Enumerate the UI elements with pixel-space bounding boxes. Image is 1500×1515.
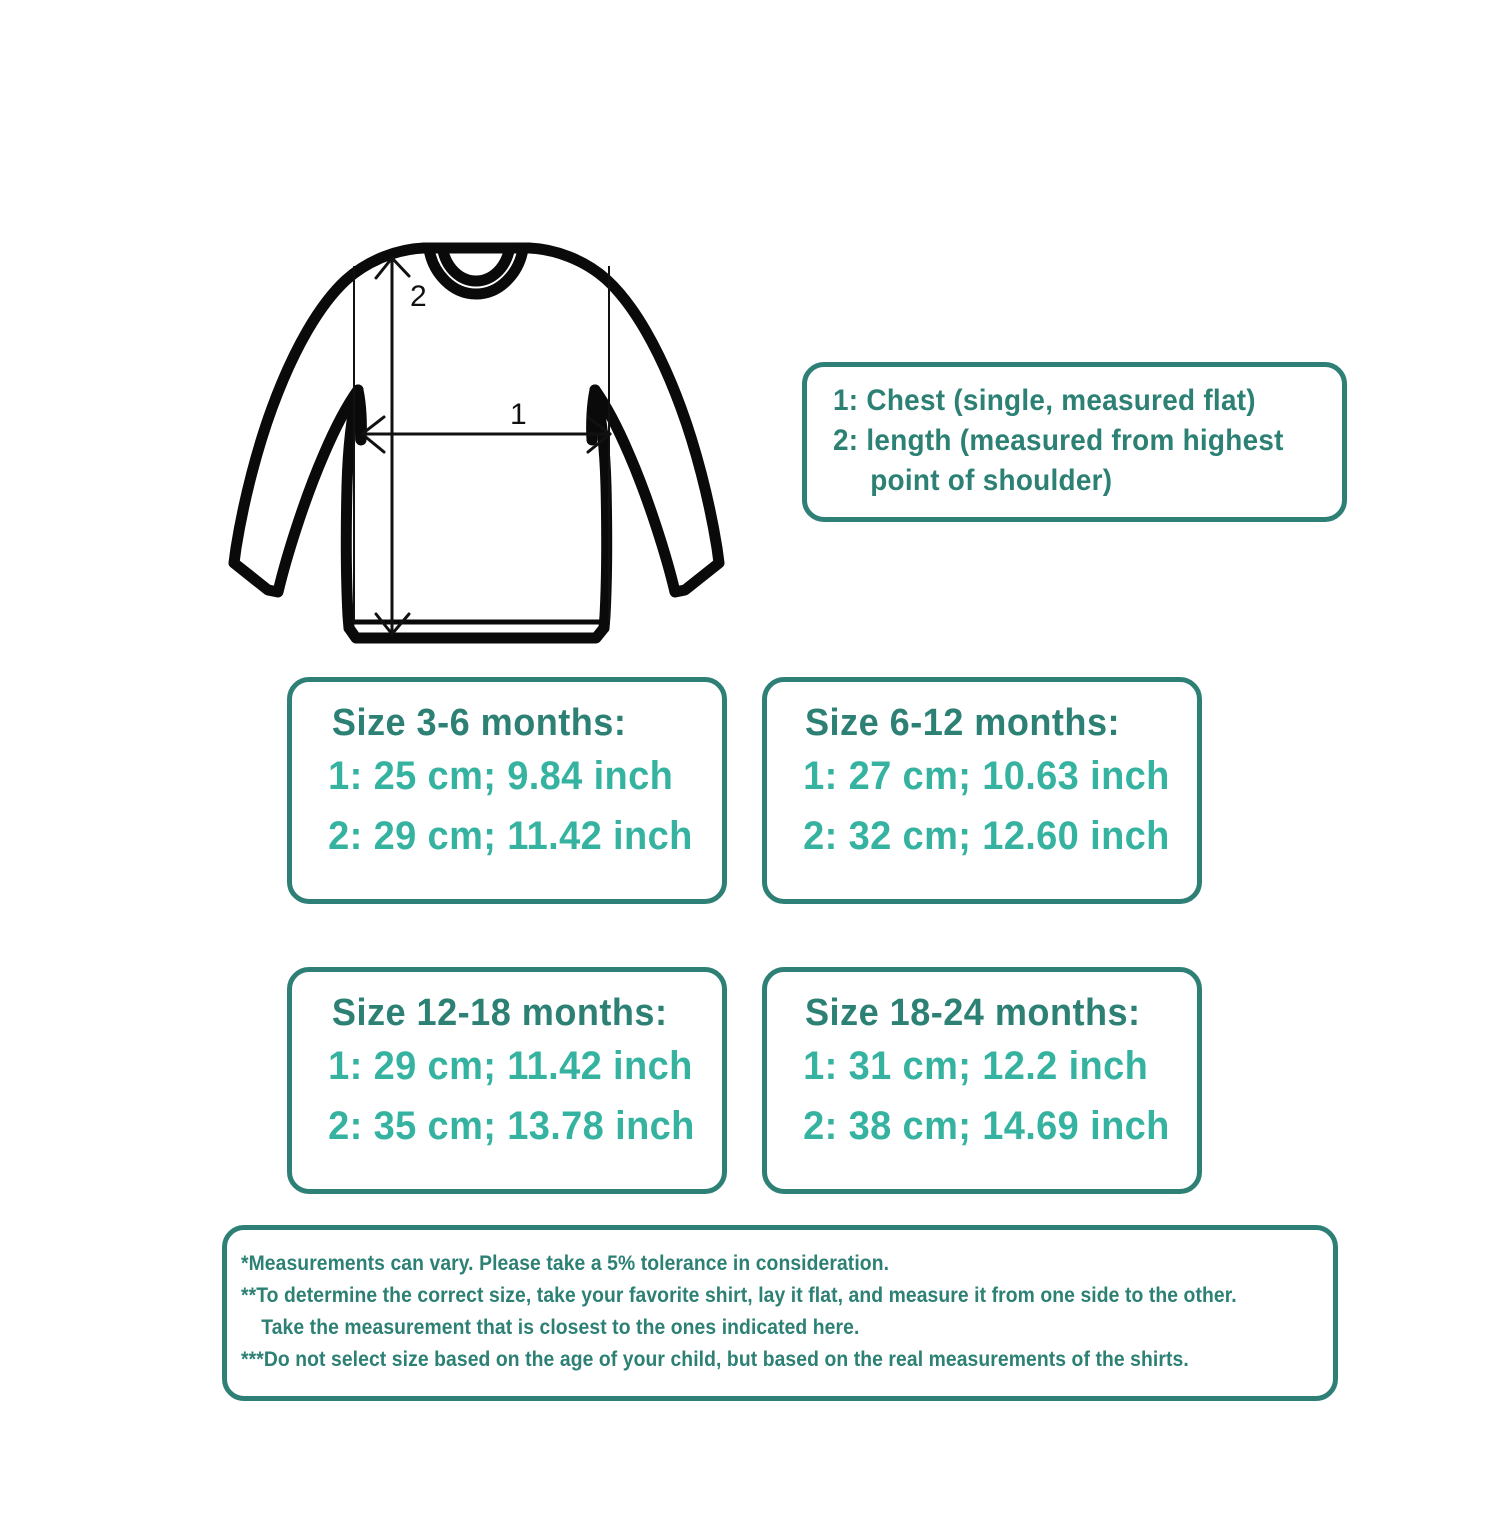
legend-line-chest: 1: Chest (single, measured flat) (833, 384, 1256, 417)
size-chest-measure: 1: 29 cm; 11.42 inch (328, 1043, 693, 1088)
shirt-outline (228, 242, 725, 644)
footnote-line-3: ***Do not select size based on the age o… (241, 1347, 1189, 1371)
footnote-line-1: *Measurements can vary. Please take a 5%… (241, 1252, 890, 1275)
size-length-measure: 2: 29 cm; 11.42 inch (328, 813, 693, 858)
shirt-diagram: 2 1 (228, 218, 758, 658)
legend-card: 1: Chest (single, measured flat) 2: leng… (802, 362, 1347, 522)
footnote-line-2: **To determine the correct size, take yo… (241, 1283, 1237, 1307)
size-title: Size 6-12 months: (805, 702, 1120, 744)
length-label: 2 (410, 280, 427, 313)
size-length-measure: 2: 35 cm; 13.78 inch (328, 1103, 695, 1148)
size-title: Size 3-6 months: (331, 702, 627, 744)
legend-line-length: 2: length (measured from highest (833, 423, 1284, 457)
size-title: Size 12-18 months: (331, 992, 668, 1034)
size-card-12-18-months: Size 12-18 months: 1: 29 cm; 11.42 inch … (287, 967, 727, 1194)
footnote-line-2-cont: Take the measurement that is closest to … (261, 1315, 860, 1339)
size-title: Size 18-24 months: (805, 992, 1141, 1034)
legend-line-length-cont: point of shoulder) (870, 463, 1113, 497)
diagram-guide-lines (353, 266, 610, 622)
footnotes-card: *Measurements can vary. Please take a 5%… (222, 1225, 1338, 1401)
chest-measure-arrow (360, 415, 612, 454)
length-measure-arrow (374, 256, 411, 636)
size-card-3-6-months: Size 3-6 months: 1: 25 cm; 9.84 inch 2: … (287, 677, 727, 904)
size-card-18-24-months: Size 18-24 months: 1: 31 cm; 12.2 inch 2… (762, 967, 1202, 1194)
size-chest-measure: 1: 31 cm; 12.2 inch (803, 1043, 1149, 1088)
size-length-measure: 2: 32 cm; 12.60 inch (803, 813, 1170, 858)
chest-label: 1 (510, 398, 527, 431)
size-card-6-12-months: Size 6-12 months: 1: 27 cm; 10.63 inch 2… (762, 677, 1202, 904)
size-chest-measure: 1: 27 cm; 10.63 inch (803, 753, 1170, 798)
size-chest-measure: 1: 25 cm; 9.84 inch (328, 753, 674, 798)
size-length-measure: 2: 38 cm; 14.69 inch (803, 1103, 1170, 1148)
